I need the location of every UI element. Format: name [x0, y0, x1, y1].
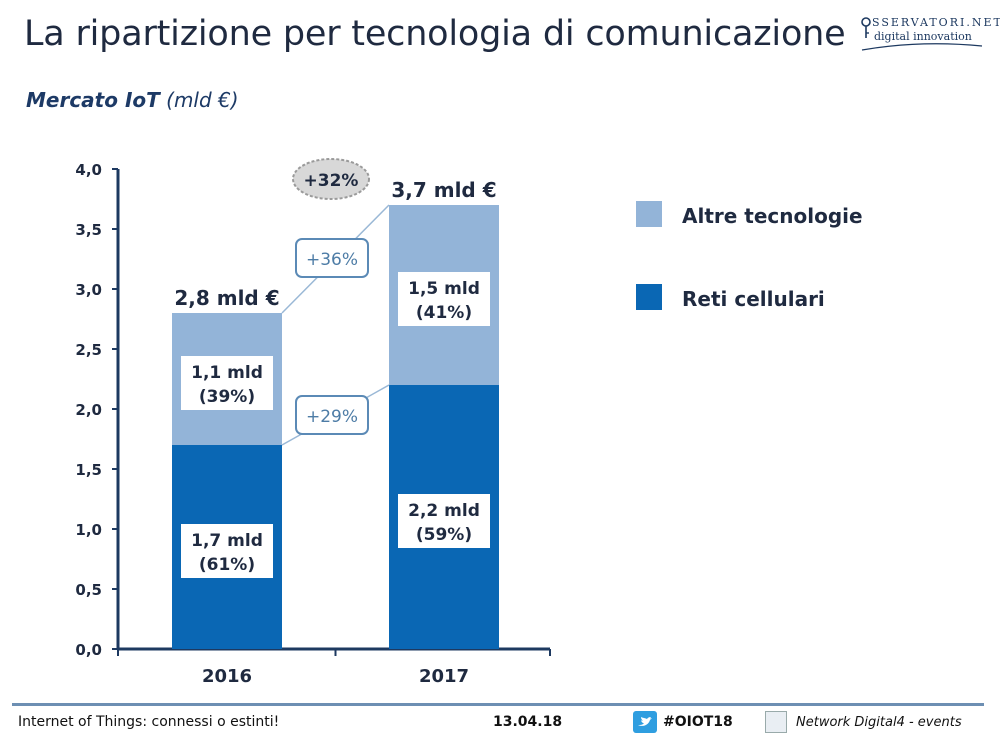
growth-altre-tecnologie: +36% — [306, 250, 358, 270]
label-altre-value: 1,5 mld — [408, 279, 480, 299]
y-tick-label: 0,5 — [75, 581, 102, 599]
label-altre-box — [181, 356, 273, 410]
growth-total: +32% — [304, 171, 359, 191]
logo-swoosh — [861, 43, 983, 51]
twitter-icon — [633, 711, 657, 733]
stacked-bar-chart: 0,0 0,5 1,0 1,5 2,0 2,5 3,0 3,5 4,0 2016 2017 1,7 m… — [75, 158, 863, 687]
x-tick-label: 2017 — [419, 666, 469, 687]
y-tick-label: 3,5 — [75, 221, 102, 239]
y-tick-label: 0,0 — [75, 641, 102, 659]
label-reti-box — [181, 524, 273, 578]
y-tick-label: 3,0 — [75, 281, 102, 299]
legend-swatch-reti — [636, 284, 662, 310]
label-altre-box — [398, 272, 490, 326]
growth-total-badge — [292, 158, 370, 200]
label-reti-value: 1,7 mld — [191, 531, 263, 551]
footer-network: Network Digital4 - events — [796, 715, 962, 730]
y-tick-label: 2,0 — [75, 401, 102, 419]
y-tick-label: 2,5 — [75, 341, 102, 359]
footer-divider — [12, 703, 984, 706]
label-reti-value: 2,2 mld — [408, 501, 480, 521]
total-label: 2,8 mld € — [174, 286, 279, 310]
network-digital4-icon — [765, 711, 787, 733]
x-tick-label: 2016 — [202, 666, 252, 687]
y-tick-label: 1,0 — [75, 521, 102, 539]
y-tick-label: 4,0 — [75, 161, 102, 179]
logo-tagline: digital innovation — [874, 30, 972, 43]
legend-swatch-altre — [636, 201, 662, 227]
growth-reti-cellulari: +29% — [306, 407, 358, 427]
chart-subtitle: Mercato IoT (mld €) — [26, 88, 239, 112]
footer-event-title: Internet of Things: connessi o estinti! — [18, 714, 280, 730]
label-reti-box — [398, 494, 490, 548]
subtitle-unit: (mld €) — [166, 88, 239, 112]
label-reti-share: (59%) — [416, 525, 472, 545]
subtitle-market: Mercato IoT — [26, 88, 160, 112]
legend-label-altre: Altre tecnologie — [682, 204, 863, 228]
logo-brand: SSERVATORI.NET — [872, 16, 1000, 29]
label-reti-share: (61%) — [199, 555, 255, 575]
label-altre-value: 1,1 mld — [191, 363, 263, 383]
y-tick-label: 1,5 — [75, 461, 102, 479]
observatori-logo: SSERVATORI.NET digital innovation — [860, 16, 1000, 56]
label-altre-share: (41%) — [416, 303, 472, 323]
footer-hashtag: #OIOT18 — [663, 714, 733, 730]
page-title: La ripartizione per tecnologia di comuni… — [24, 14, 846, 54]
growth-reti-cellulari-box — [295, 395, 369, 435]
label-altre-share: (39%) — [199, 387, 255, 407]
legend-label-reti: Reti cellulari — [682, 287, 825, 311]
total-label: 3,7 mld € — [391, 178, 496, 202]
growth-altre-tecnologie-box — [295, 238, 369, 278]
key-icon — [861, 17, 871, 38]
footer-date: 13.04.18 — [493, 714, 563, 730]
